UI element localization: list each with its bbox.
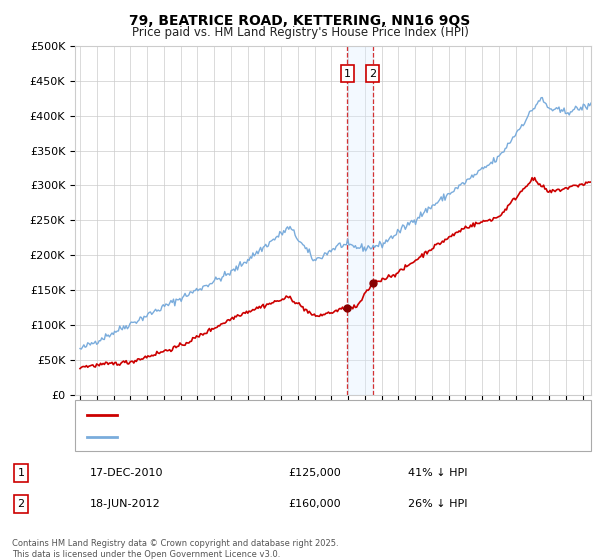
Text: £160,000: £160,000 [288,499,341,509]
Text: 1: 1 [17,468,25,478]
Text: 2: 2 [17,499,25,509]
Text: 79, BEATRICE ROAD, KETTERING, NN16 9QS: 79, BEATRICE ROAD, KETTERING, NN16 9QS [130,14,470,28]
Text: £125,000: £125,000 [288,468,341,478]
Text: Price paid vs. HM Land Registry's House Price Index (HPI): Price paid vs. HM Land Registry's House … [131,26,469,39]
Text: 2: 2 [369,69,376,79]
Text: 79, BEATRICE ROAD, KETTERING, NN16 9QS (detached house): 79, BEATRICE ROAD, KETTERING, NN16 9QS (… [123,409,446,419]
Text: HPI: Average price, detached house, North Northamptonshire: HPI: Average price, detached house, Nort… [123,432,443,442]
Bar [347,46,373,395]
Text: 26% ↓ HPI: 26% ↓ HPI [408,499,467,509]
Text: Contains HM Land Registry data © Crown copyright and database right 2025.
This d: Contains HM Land Registry data © Crown c… [12,539,338,559]
Text: 17-DEC-2010: 17-DEC-2010 [90,468,163,478]
Text: 18-JUN-2012: 18-JUN-2012 [90,499,161,509]
Text: 41% ↓ HPI: 41% ↓ HPI [408,468,467,478]
Text: 1: 1 [344,69,351,79]
